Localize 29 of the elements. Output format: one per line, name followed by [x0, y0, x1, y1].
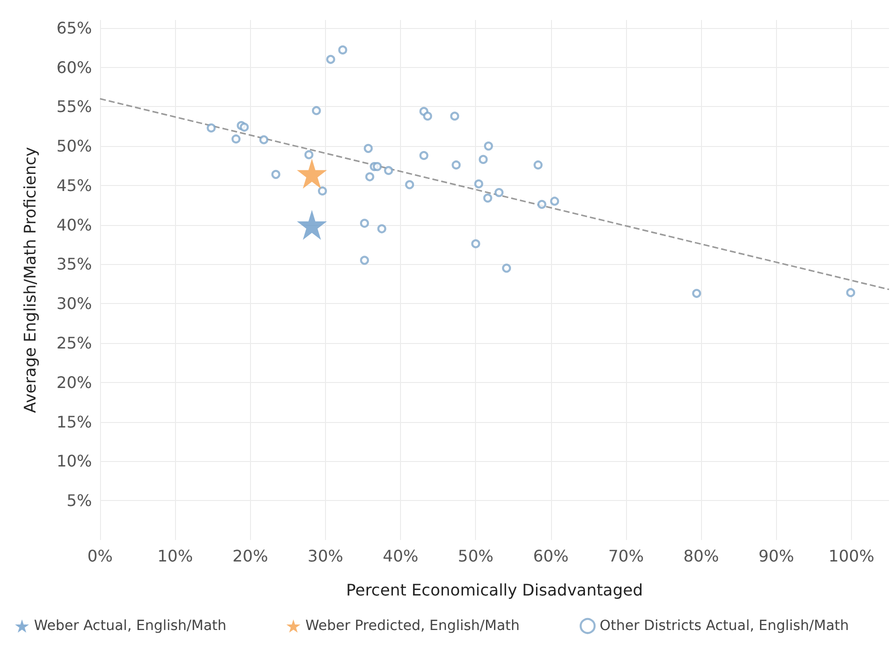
y-tick-label: 50% [56, 136, 92, 156]
y-tick-label: 65% [56, 18, 92, 38]
y-tick-label: 40% [56, 215, 92, 234]
y-axis-title: Average English/Math Proficiency [20, 146, 40, 414]
x-tick-label: 40% [382, 546, 418, 566]
y-tick-label: 10% [56, 452, 92, 471]
x-tick-label: 70% [608, 546, 644, 566]
legend-label: Other Districts Actual, English/Math [600, 618, 849, 634]
y-tick-label: 55% [56, 97, 92, 116]
x-tick-label: 50% [458, 546, 494, 566]
x-axis-title: Percent Economically Disadvantaged [346, 580, 643, 600]
y-tick-label: 20% [56, 372, 92, 392]
y-tick-label: 25% [56, 334, 92, 353]
x-tick-label: 30% [308, 546, 344, 566]
y-tick-label: 15% [56, 412, 92, 432]
x-tick-label: 20% [232, 546, 268, 566]
legend-label: Weber Actual, English/Math [34, 618, 226, 634]
y-tick-label: 60% [56, 58, 92, 77]
y-tick-label: 30% [56, 294, 92, 314]
y-tick-label: 35% [56, 254, 92, 274]
x-tick-label: 100% [828, 546, 874, 566]
legend-label: Weber Predicted, English/Math [305, 618, 520, 634]
y-tick-label: 45% [56, 176, 92, 195]
x-tick-label: 80% [683, 546, 719, 566]
y-tick-label: 5% [66, 491, 92, 510]
x-tick-label: 10% [157, 546, 193, 566]
x-tick-label: 60% [533, 546, 569, 566]
x-tick-label: 90% [758, 546, 794, 566]
x-tick-label: 0% [87, 546, 113, 566]
